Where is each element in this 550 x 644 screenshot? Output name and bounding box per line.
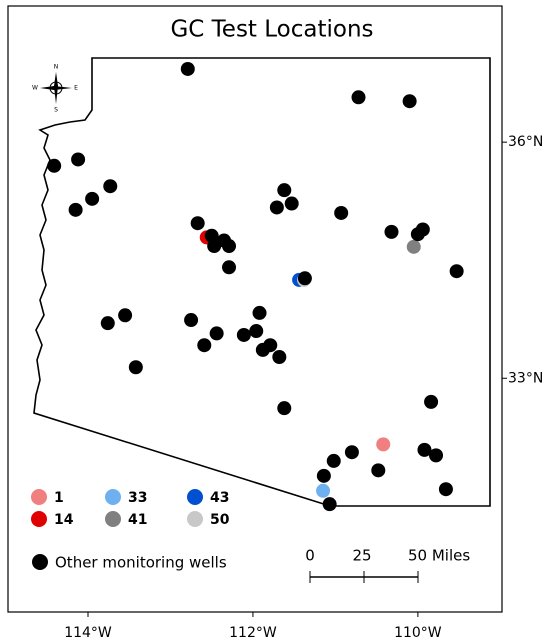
scale-bar: 0 25 50 Miles (305, 547, 470, 583)
well-point (209, 326, 224, 341)
well-point (406, 239, 421, 254)
well-point (207, 239, 222, 254)
compass-label: S (54, 107, 58, 114)
legend-swatch (187, 511, 203, 527)
well-point (272, 350, 287, 365)
well-point (263, 338, 278, 353)
well-point (410, 227, 425, 242)
legend-label: 1 (54, 490, 64, 506)
well-point (376, 437, 391, 452)
well-point (100, 316, 115, 331)
state-outline (33, 57, 491, 507)
well-point (316, 468, 331, 483)
legend-swatch (31, 511, 47, 527)
well-point (236, 327, 251, 342)
well-point (249, 324, 264, 339)
legend-swatch (105, 489, 121, 505)
legend-label: 14 (54, 512, 74, 528)
compass-label: E (74, 85, 78, 92)
well-point (402, 94, 417, 109)
legend-label: 50 (210, 512, 230, 528)
scale-label: 50 Miles (408, 547, 470, 565)
legend-swatch (32, 554, 48, 570)
legend-swatch (187, 489, 203, 505)
compass-label: N (54, 64, 59, 71)
legend-label: Other monitoring wells (55, 554, 227, 572)
legend-swatch (105, 511, 121, 527)
x-tick-label: 110°W (394, 625, 442, 641)
scale-label: 25 (352, 547, 371, 565)
well-point (326, 453, 341, 468)
x-tick-label: 112°W (229, 625, 277, 641)
legend-swatch (31, 489, 47, 505)
well-point (128, 360, 143, 375)
well-point (103, 179, 118, 194)
well-point (68, 202, 83, 217)
y-tick-label: 33°N (508, 370, 543, 386)
well-point (47, 158, 62, 173)
well-point (222, 239, 237, 254)
legend-label: 33 (128, 490, 147, 506)
well-point (197, 338, 212, 353)
map-title: GC Test Locations (170, 17, 373, 43)
well-point (184, 313, 199, 328)
map-frame (7, 5, 503, 613)
well-point (284, 196, 299, 211)
legend-label: 43 (210, 490, 229, 506)
compass-label: W (32, 85, 38, 92)
legend-label: 41 (128, 512, 147, 528)
well-point (334, 205, 349, 220)
well-point (297, 271, 312, 286)
well-point (424, 394, 439, 409)
well-point (344, 445, 359, 460)
well-point (429, 448, 444, 463)
well-point (351, 90, 366, 105)
well-point (277, 183, 292, 198)
x-tick-label: 114°W (64, 625, 112, 641)
well-point (417, 442, 432, 457)
well-point (277, 401, 292, 416)
well-point (316, 483, 331, 498)
well-point (371, 463, 386, 478)
well-point (384, 224, 399, 239)
scale-label: 0 (305, 547, 315, 565)
compass-needle (40, 72, 72, 104)
y-tick-label: 36°N (508, 134, 543, 150)
well-point (180, 61, 195, 76)
well-point (438, 482, 453, 497)
well-point (118, 308, 133, 323)
well-point (269, 200, 284, 215)
well-point (222, 260, 237, 275)
well-point (71, 152, 86, 167)
well-point (85, 191, 100, 206)
compass-rose: N S E W (32, 64, 78, 114)
well-point (449, 264, 464, 279)
well-point (252, 305, 267, 320)
well-point (190, 216, 205, 231)
well-point (322, 497, 337, 512)
